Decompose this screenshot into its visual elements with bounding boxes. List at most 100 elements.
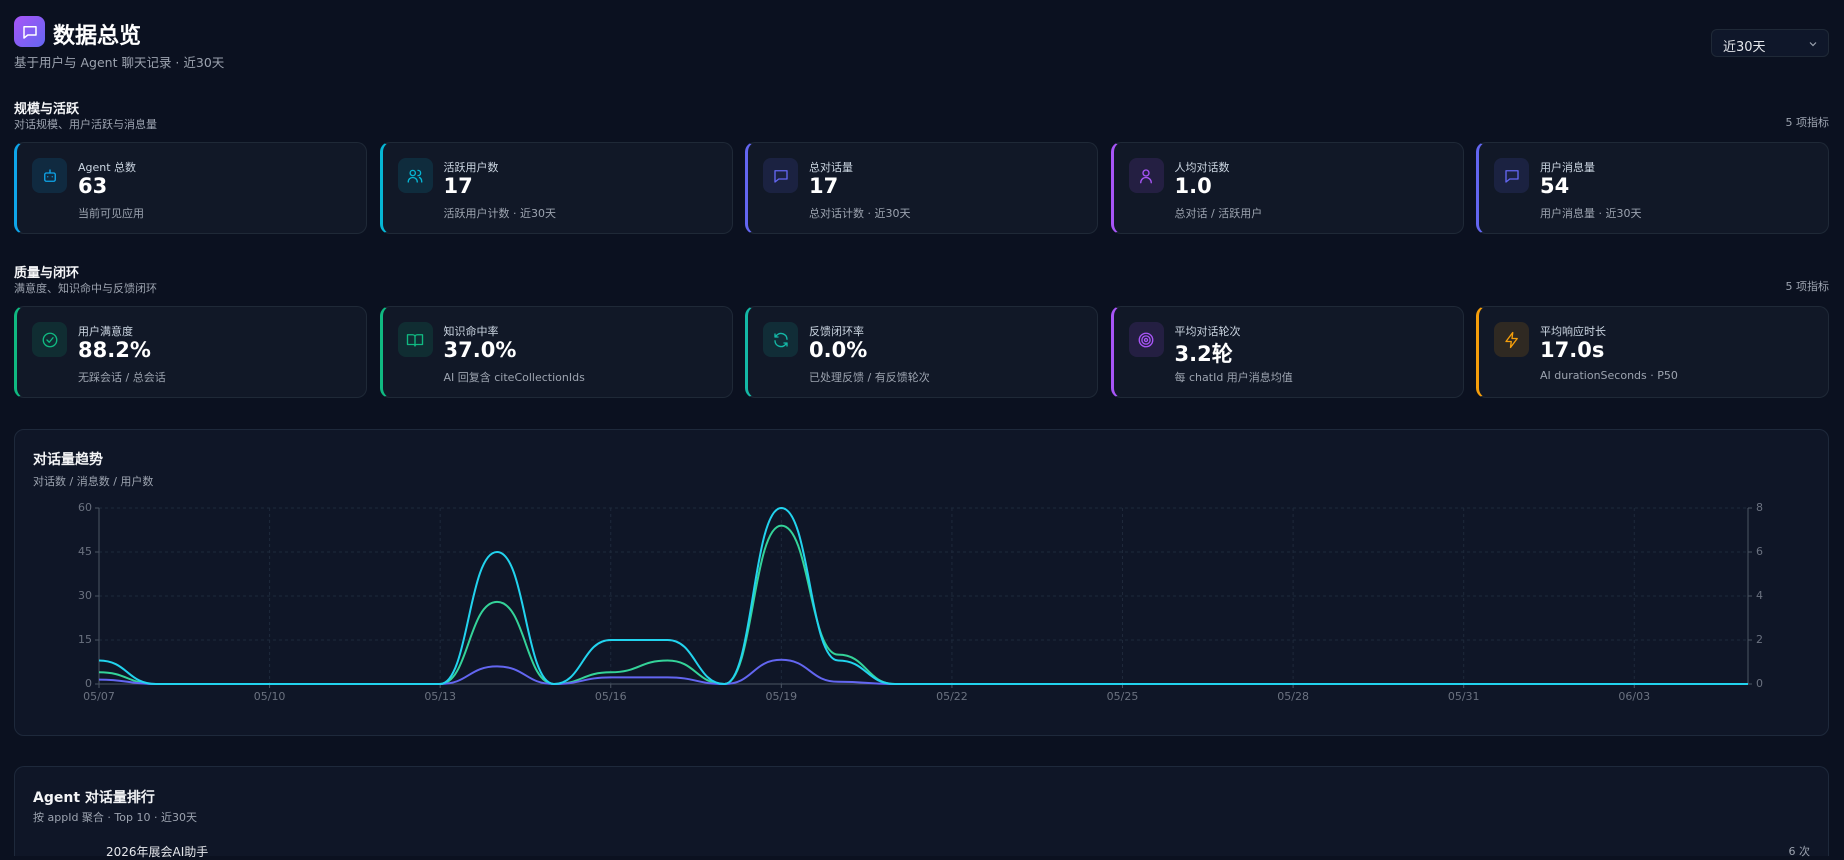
y2-tick-label: 6 xyxy=(1756,545,1763,558)
metric-label: 知识命中率 xyxy=(443,325,499,338)
icon xyxy=(406,333,424,347)
metric-note: 用户消息量 · 近30天 xyxy=(1540,207,1642,220)
app-icon xyxy=(14,16,45,47)
metric-label: 用户消息量 xyxy=(1540,161,1595,174)
page-title: 数据总览 xyxy=(53,24,142,49)
icon xyxy=(1138,332,1154,347)
y-tick-label: 0 xyxy=(85,677,92,690)
x-tick-label: 05/25 xyxy=(1107,690,1139,703)
metric-icon xyxy=(763,158,798,193)
icon xyxy=(1504,169,1519,183)
metric-card: 反馈闭环率 0.0% 已处理反馈 / 有反馈轮次 xyxy=(745,306,1098,398)
metric-card: Agent 总数 63 当前可见应用 xyxy=(14,142,367,234)
metric-note: AI 回复含 citeCollectionIds xyxy=(443,371,585,384)
metric-value: 17.0s xyxy=(1540,338,1605,362)
section-count: 5 项指标 xyxy=(1785,116,1830,129)
metric-card: 用户消息量 54 用户消息量 · 近30天 xyxy=(1476,142,1829,234)
y2-tick-label: 8 xyxy=(1756,501,1763,514)
metric-card: 活跃用户数 17 活跃用户计数 · 近30天 xyxy=(379,142,733,234)
chart-title: 对话量趋势 xyxy=(33,452,103,468)
icon xyxy=(42,332,57,347)
metric-note: AI durationSeconds · P50 xyxy=(1540,369,1678,382)
range-value: 近30天 xyxy=(1723,40,1766,55)
metric-card: 人均对话数 1.0 总对话 / 活跃用户 xyxy=(1110,142,1464,234)
y-tick-label: 60 xyxy=(78,501,92,514)
metric-icon xyxy=(1128,158,1164,193)
x-tick-label: 05/22 xyxy=(936,690,968,703)
metric-label: 总对话量 xyxy=(809,161,853,174)
metric-value: 0.0% xyxy=(809,338,868,362)
metric-label: 人均对话数 xyxy=(1174,161,1230,174)
x-tick-label: 05/10 xyxy=(254,690,286,703)
metric-value: 37.0% xyxy=(443,338,517,362)
metric-icon xyxy=(32,322,67,357)
metric-value: 54 xyxy=(1540,174,1570,198)
icon xyxy=(43,168,56,182)
section-title: 质量与闭环 xyxy=(14,266,80,281)
chevron xyxy=(1809,42,1817,47)
metric-icon xyxy=(397,158,433,193)
x-tick-label: 05/13 xyxy=(424,690,456,703)
metric-card: 知识命中率 37.0% AI 回复含 citeCollectionIds xyxy=(379,306,733,398)
y-tick-label: 15 xyxy=(78,633,92,646)
metric-note: 总对话 / 活跃用户 xyxy=(1174,207,1263,220)
metric-note: 无踩会话 / 总会话 xyxy=(78,371,166,384)
ranking-item-name: 2026年展会AI助手 xyxy=(106,845,209,859)
metric-note: 总对话计数 · 近30天 xyxy=(809,207,911,220)
y2-tick-label: 0 xyxy=(1756,677,1763,690)
metric-icon xyxy=(763,322,798,357)
icon xyxy=(407,169,423,183)
x-tick-label: 05/28 xyxy=(1277,690,1309,703)
metric-label: 平均对话轮次 xyxy=(1174,325,1241,338)
metric-label: 平均响应时长 xyxy=(1540,325,1606,338)
metric-value: 88.2% xyxy=(78,338,151,362)
series-line xyxy=(98,658,1748,686)
metric-label: Agent 总数 xyxy=(78,161,137,174)
y-tick-label: 30 xyxy=(78,589,92,602)
icon xyxy=(1504,331,1518,348)
section-subtitle: 对话规模、用户活跃与消息量 xyxy=(14,118,157,131)
icon xyxy=(773,332,788,347)
chart-subtitle: 对话数 / 消息数 / 用户数 xyxy=(33,475,154,488)
metric-icon xyxy=(1494,158,1529,193)
metric-card: 平均对话轮次 3.2轮每 chatId 用户消息均值 xyxy=(1110,306,1464,398)
x-tick-label: 05/31 xyxy=(1448,690,1480,703)
series-line xyxy=(98,524,1748,686)
y-tick-label: 45 xyxy=(78,545,92,558)
ranking-panel: Agent 对话量排行 按 appId 聚合 · Top 10 · 近30天 2… xyxy=(14,766,1829,859)
icon xyxy=(1140,168,1152,183)
ranking-subtitle: 按 appId 聚合 · Top 10 · 近30天 xyxy=(33,811,197,824)
metric-card: 总对话量 17 总对话计数 · 近30天 xyxy=(745,142,1098,234)
metric-value: 1.0 xyxy=(1174,174,1212,198)
x-tick-label: 06/03 xyxy=(1618,690,1650,703)
metric-value: 17 xyxy=(809,174,839,198)
chart: 0 15 30 45 60 0 2 4 6 8 05/07 05/10 05/13 05/16 05/19 0… xyxy=(78,501,1763,703)
metric-label: 活跃用户数 xyxy=(443,161,499,174)
metric-icon xyxy=(397,322,433,357)
page-subtitle: 基于用户与 Agent 聊天记录 · 近30天 xyxy=(14,55,225,70)
y2-tick-label: 2 xyxy=(1756,633,1763,646)
series-line xyxy=(98,506,1748,686)
y2-tick-label: 4 xyxy=(1756,589,1763,602)
range-select[interactable]: 近30天 xyxy=(1711,29,1829,57)
ranking-item-count: 6 次 xyxy=(1788,845,1811,858)
metric-card: 平均响应时长 17.0s AI durationSeconds · P50 xyxy=(1476,306,1829,398)
metric-card: 用户满意度 88.2% 无踩会话 / 总会话 xyxy=(14,306,367,398)
x-tick-label: 05/19 xyxy=(765,690,797,703)
metric-value: 3.2轮 xyxy=(1174,342,1233,366)
metric-icon xyxy=(32,158,67,193)
metric-icon xyxy=(1128,322,1164,357)
x-tick-label: 05/07 xyxy=(83,690,115,703)
x-tick-label: 05/16 xyxy=(595,690,627,703)
section-subtitle: 满意度、知识命中与反馈闭环 xyxy=(14,282,157,295)
metric-note: 活跃用户计数 · 近30天 xyxy=(443,207,557,220)
ranking-title: Agent 对话量排行 xyxy=(33,790,155,806)
section-count: 5 项指标 xyxy=(1785,280,1830,293)
metric-label: 用户满意度 xyxy=(78,325,133,338)
metric-value: 63 xyxy=(78,174,108,198)
section-title: 规模与活跃 xyxy=(14,102,80,117)
chart-panel: 对话量趋势 对话数 / 消息数 / 用户数 0 15 30 45 60 0 2 4 6 8 05/0… xyxy=(14,429,1829,736)
metric-note: 当前可见应用 xyxy=(78,207,144,220)
metric-icon xyxy=(1494,322,1529,357)
